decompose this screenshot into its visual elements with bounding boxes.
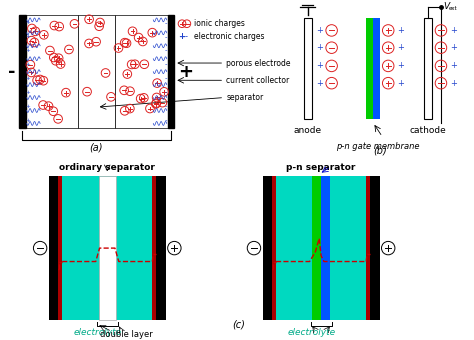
- Text: p-n separator: p-n separator: [286, 163, 356, 172]
- Text: -: -: [164, 62, 167, 68]
- Text: +: +: [179, 32, 185, 41]
- Bar: [99, 176, 116, 320]
- Bar: [19, 15, 26, 128]
- Text: p-n gate membrane: p-n gate membrane: [336, 142, 419, 151]
- Text: (b): (b): [374, 146, 387, 155]
- Text: +: +: [450, 43, 457, 52]
- Text: electrolyte: electrolyte: [287, 328, 336, 337]
- Text: separator: separator: [226, 93, 264, 102]
- Text: +: +: [450, 79, 457, 88]
- Text: -: -: [164, 34, 167, 40]
- Bar: [272, 176, 276, 320]
- Text: +: +: [25, 34, 30, 39]
- Bar: [373, 18, 380, 119]
- Text: +: +: [25, 20, 30, 25]
- Text: +: +: [450, 26, 457, 35]
- Text: (a): (a): [89, 142, 102, 153]
- Text: +: +: [397, 79, 404, 88]
- Text: +: +: [316, 62, 323, 70]
- Bar: [263, 176, 272, 320]
- Text: +: +: [397, 26, 404, 35]
- Text: ionic charges: ionic charges: [193, 19, 245, 28]
- Text: -: -: [164, 75, 167, 82]
- Bar: [366, 18, 373, 119]
- Text: +: +: [25, 62, 30, 67]
- Bar: [304, 18, 312, 119]
- Bar: [321, 176, 330, 320]
- Text: -: -: [164, 48, 167, 54]
- Text: +: +: [178, 63, 193, 81]
- Text: current collector: current collector: [226, 76, 290, 85]
- Bar: [156, 176, 166, 320]
- Bar: [370, 176, 380, 320]
- Text: -: -: [164, 20, 167, 26]
- Text: electrolyte: electrolyte: [73, 328, 122, 337]
- Text: +: +: [25, 76, 30, 81]
- Text: -: -: [164, 118, 167, 123]
- Text: +: +: [25, 48, 30, 53]
- Bar: [49, 176, 166, 320]
- Text: (c): (c): [232, 320, 245, 329]
- Bar: [49, 176, 58, 320]
- Text: porous electrode: porous electrode: [226, 58, 291, 68]
- Text: -: -: [164, 90, 167, 96]
- Text: +: +: [316, 43, 323, 52]
- Text: +: +: [316, 26, 323, 35]
- Bar: [263, 176, 380, 320]
- Text: V: V: [443, 2, 449, 11]
- Text: -: -: [184, 32, 187, 41]
- Bar: [152, 176, 156, 320]
- Bar: [366, 176, 370, 320]
- Text: +: +: [25, 90, 30, 95]
- Text: double layer: double layer: [100, 329, 153, 339]
- Text: ext: ext: [448, 6, 457, 11]
- Text: +: +: [397, 43, 404, 52]
- Bar: [312, 176, 321, 320]
- Text: anode: anode: [293, 126, 322, 135]
- Bar: [58, 176, 62, 320]
- Text: -: -: [8, 63, 15, 81]
- Bar: [79, 15, 115, 128]
- Text: electronic charges: electronic charges: [193, 32, 264, 41]
- Text: -: -: [164, 104, 167, 109]
- Text: +: +: [397, 62, 404, 70]
- Text: +: +: [450, 62, 457, 70]
- Text: +: +: [25, 104, 30, 109]
- Bar: [115, 15, 168, 128]
- Text: ordinary separator: ordinary separator: [59, 163, 155, 172]
- Text: +: +: [316, 79, 323, 88]
- Bar: [26, 15, 79, 128]
- Text: cathode: cathode: [409, 126, 446, 135]
- Bar: [424, 18, 432, 119]
- Bar: [168, 15, 174, 128]
- Text: +: +: [25, 118, 30, 123]
